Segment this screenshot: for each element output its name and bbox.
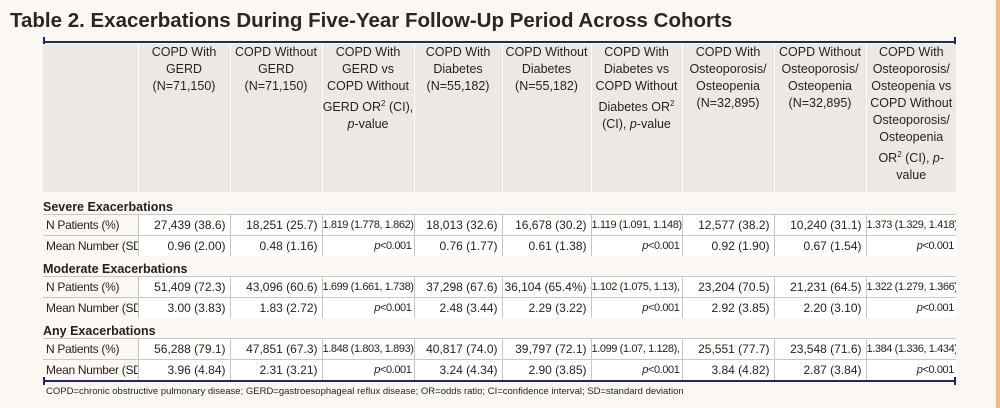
table-cell: 0.76 (1.77) xyxy=(413,235,502,256)
row-label: N Patients (%) xyxy=(43,338,138,360)
row-label: Mean Number (SD) xyxy=(43,297,138,318)
column-header: COPD With Osteoporosis/ Osteopenia (N=32… xyxy=(681,44,774,192)
table-cell: p<0.001 xyxy=(321,359,414,380)
section-title: Severe Exacerbations xyxy=(43,192,956,215)
table-cell: 10,240 (31.1) xyxy=(773,214,866,236)
table-cell: 36,104 (65.4%) xyxy=(501,276,591,298)
table-row: N Patients (%) 51,409 (72.3) 43,096 (60.6)… xyxy=(43,276,956,298)
table-cell: 1.384 (1.336, 1.434), xyxy=(865,338,956,360)
table-cell: 1.119 (1.091, 1.148), xyxy=(590,214,682,236)
table-cell: 1.848 (1.803, 1.893) xyxy=(321,338,414,360)
table-cell: 51,409 (72.3) xyxy=(137,276,230,298)
row-label: Mean Number (SD) xyxy=(43,359,138,380)
row-label: N Patients (%) xyxy=(43,276,138,298)
table-cell: p<0.001 xyxy=(865,297,956,318)
table-cell: 25,551 (77.7) xyxy=(681,338,774,360)
table-cell: 3.24 (4.34) xyxy=(413,359,502,380)
table-cell: p<0.001 xyxy=(590,359,682,380)
table-cell: 0.67 (1.54) xyxy=(773,235,866,256)
table-cell: 3.96 (4.84) xyxy=(137,359,230,380)
table-cell: 2.87 (3.84) xyxy=(773,359,866,380)
section-header-row: Severe Exacerbations xyxy=(43,192,956,215)
table-row: N Patients (%) 56,288 (79.1) 47,851 (67.3)… xyxy=(43,338,956,360)
table-row: N Patients (%) 27,439 (38.6) 18,251 (25.7)… xyxy=(43,214,956,236)
table-cell: 21,231 (64.5) xyxy=(773,276,866,298)
row-label: N Patients (%) xyxy=(43,214,138,236)
table-cell: 23,204 (70.5) xyxy=(681,276,774,298)
table-cell: 0.61 (1.38) xyxy=(501,235,591,256)
column-header: COPD Without Osteoporosis/ Osteopenia (N… xyxy=(773,44,866,192)
table-cell: 12,577 (38.2) xyxy=(681,214,774,236)
column-header: COPD With GERD (N=71,150) xyxy=(137,44,230,192)
table-title: Table 2. Exacerbations During Five-Year … xyxy=(10,9,733,32)
column-header: COPD With GERD vs COPD Without GERD OR2 … xyxy=(321,44,414,192)
table-cell: p<0.001 xyxy=(865,359,956,380)
column-header: COPD With Diabetes (N=55,182) xyxy=(413,44,502,192)
column-header: COPD Without Diabetes (N=55,182) xyxy=(501,44,591,192)
table-cell: 40,817 (74.0) xyxy=(413,338,502,360)
table-row: Mean Number (SD) 3.96 (4.84) 2.31 (3.21) p<… xyxy=(43,359,956,380)
rule-end-cap xyxy=(43,37,45,45)
table-cell: 2.48 (3.44) xyxy=(413,297,502,318)
table-cell: 0.92 (1.90) xyxy=(681,235,774,256)
table-cell: p<0.001 xyxy=(321,235,414,256)
rule-end-cap xyxy=(954,37,956,45)
table-top-rule xyxy=(43,41,956,43)
table-cell: 39,797 (72.1) xyxy=(501,338,591,360)
table-cell: p<0.001 xyxy=(321,297,414,318)
table-cell: 2.31 (3.21) xyxy=(229,359,322,380)
table-cell: 2.90 (3.85) xyxy=(501,359,591,380)
row-label: Mean Number (SD) xyxy=(43,235,138,256)
table-cell: 2.29 (3.22) xyxy=(501,297,591,318)
table-cell: 1.102 (1.075, 1.13), xyxy=(590,276,682,298)
table-cell: 1.373 (1.329, 1.418), xyxy=(865,214,956,236)
table-cell: 1.099 (1.07, 1.128), xyxy=(590,338,682,360)
header-corner xyxy=(43,44,138,192)
table-cell: p<0.001 xyxy=(590,297,682,318)
section-title: Moderate Exacerbations xyxy=(43,256,956,277)
table-cell: 3.84 (4.82) xyxy=(681,359,774,380)
column-header: COPD Without GERD (N=71,150) xyxy=(229,44,322,192)
table-cell: 56,288 (79.1) xyxy=(137,338,230,360)
table-cell: 1.83 (2.72) xyxy=(229,297,322,318)
table-cell: 0.96 (2.00) xyxy=(137,235,230,256)
column-header: COPD With Osteoporosis/ Osteopenia vs CO… xyxy=(865,44,956,192)
table-cell: p<0.001 xyxy=(865,235,956,256)
table-row: Mean Number (SD) 0.96 (2.00) 0.48 (1.16) p<… xyxy=(43,235,956,256)
section-header-row: Any Exacerbations xyxy=(43,318,956,339)
rule-end-cap xyxy=(954,377,956,385)
section-title: Any Exacerbations xyxy=(43,318,956,339)
table-cell: 0.48 (1.16) xyxy=(229,235,322,256)
table-cell: 16,678 (30.2) xyxy=(501,214,591,236)
table-cell: 27,439 (38.6) xyxy=(137,214,230,236)
table-cell: 2.20 (3.10) xyxy=(773,297,866,318)
table-cell: 3.00 (3.83) xyxy=(137,297,230,318)
rule-end-cap xyxy=(43,377,45,385)
table-row: Mean Number (SD) 3.00 (3.83) 1.83 (2.72) p<… xyxy=(43,297,956,318)
exacerbations-table: COPD With GERD (N=71,150) COPD Without GE… xyxy=(43,44,956,380)
table-cell: 1.699 (1.661, 1.738) xyxy=(321,276,414,298)
table-cell: 18,013 (32.6) xyxy=(413,214,502,236)
table-bottom-rule xyxy=(43,380,956,382)
column-header-row: COPD With GERD (N=71,150) COPD Without GE… xyxy=(43,44,956,192)
table-cell: 47,851 (67.3) xyxy=(229,338,322,360)
table-cell: 1.819 (1.778, 1.862) xyxy=(321,214,414,236)
column-header: COPD With Diabetes vs COPD Without Diabe… xyxy=(590,44,682,192)
table-cell: 23,548 (71.6) xyxy=(773,338,866,360)
abbreviations-footnote: COPD=chronic obstructive pulmonary disea… xyxy=(46,386,684,397)
section-header-row: Moderate Exacerbations xyxy=(43,256,956,277)
table-cell: 18,251 (25.7) xyxy=(229,214,322,236)
table-cell: 37,298 (67.6) xyxy=(413,276,502,298)
table-cell: 1.322 (1.279, 1.366), xyxy=(865,276,956,298)
page-edge-accent xyxy=(996,0,1000,408)
table-cell: p<0.001 xyxy=(590,235,682,256)
table-cell: 43,096 (60.6) xyxy=(229,276,322,298)
table-cell: 2.92 (3.85) xyxy=(681,297,774,318)
